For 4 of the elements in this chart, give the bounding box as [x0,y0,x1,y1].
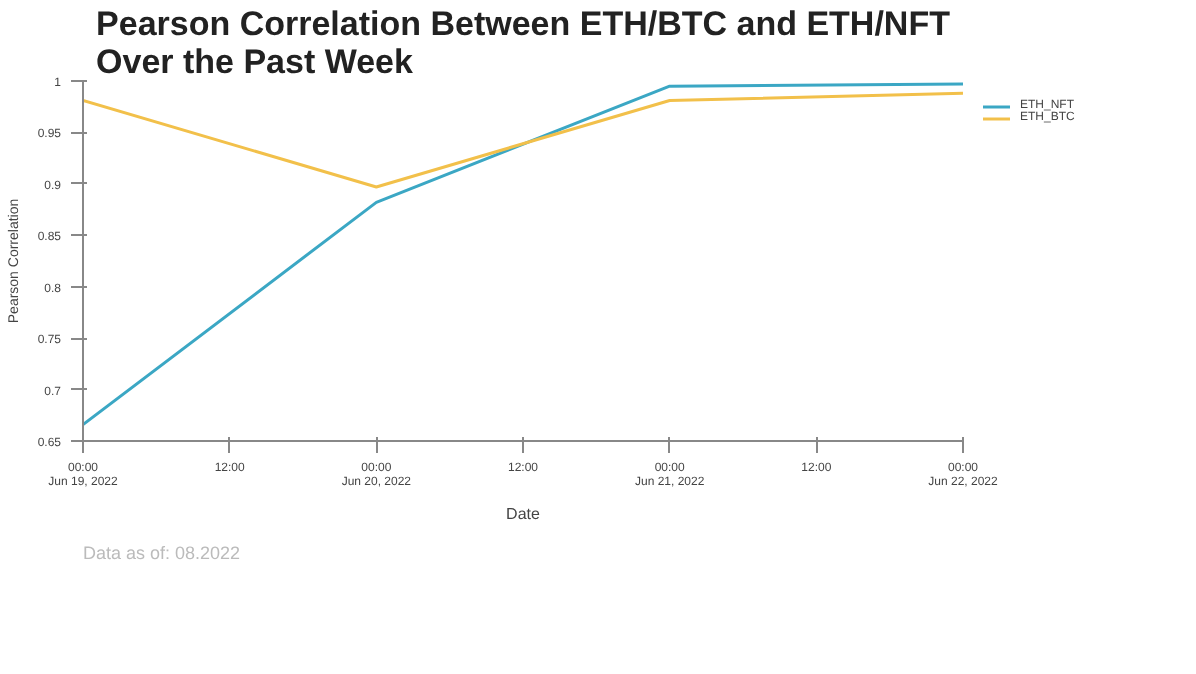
line-series [83,82,963,427]
text: Data as of: 08.2022 [83,543,241,563]
x-axis-title: Date [506,505,541,524]
chart-title: Pearson Correlation Between ETH/BTC and ETH/NFT Over the Past Week [96,5,952,81]
